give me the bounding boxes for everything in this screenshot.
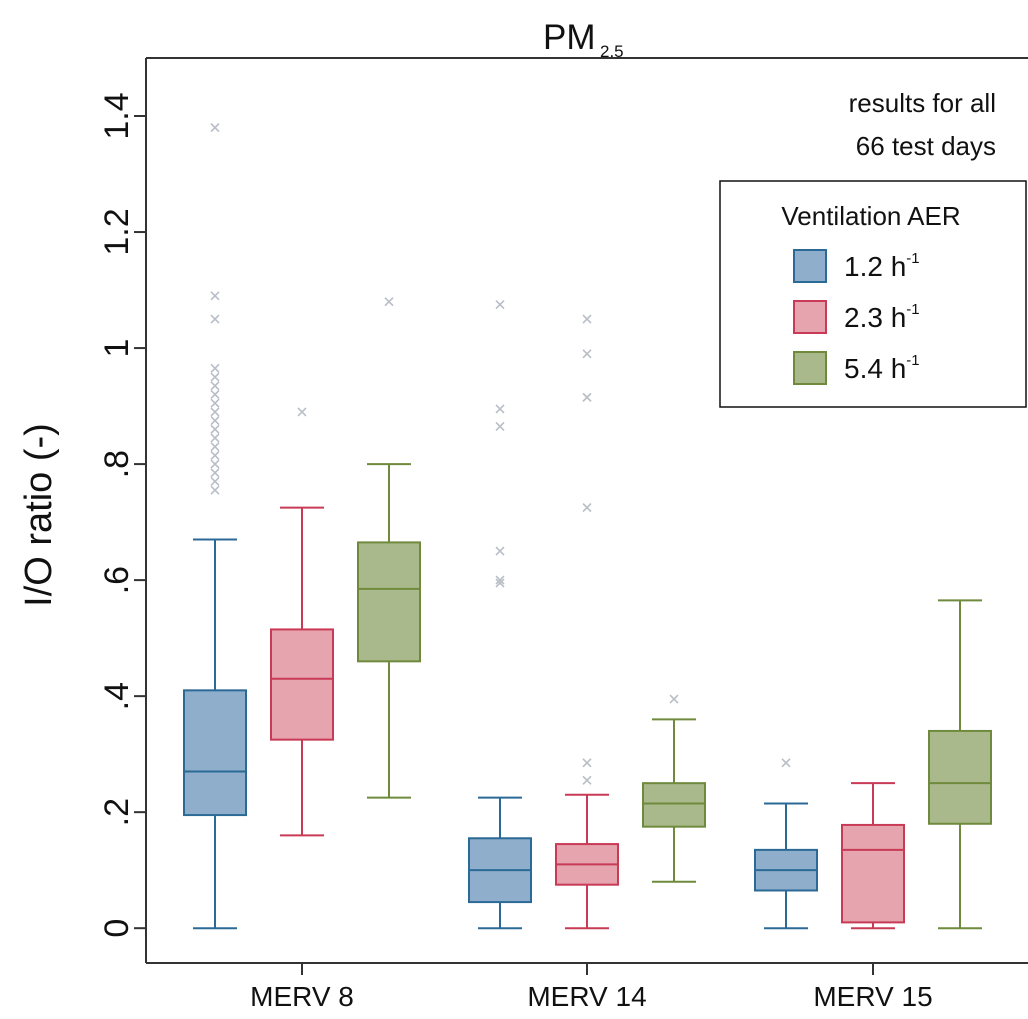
outlier-marker — [210, 459, 220, 469]
y-tick-label: 0 — [98, 919, 136, 938]
box-iqr — [928, 729, 992, 825]
outlier-marker — [582, 503, 592, 513]
chart-title-subscript: 2.5 — [600, 42, 624, 61]
box-2-3 — [841, 782, 905, 930]
legend-label-superscript: -1 — [906, 301, 919, 318]
outlier-marker — [582, 758, 592, 768]
legend-label-superscript: -1 — [906, 250, 919, 267]
outlier-marker — [210, 424, 220, 434]
legend-entry-2: 2.3 h-1 — [793, 300, 920, 334]
box-1-1 — [183, 123, 247, 930]
outlier-marker — [210, 485, 220, 495]
outlier-marker — [495, 546, 505, 556]
y-axis: 0 .2 .4 .6 .8 1 1.2 1.4 — [98, 92, 146, 938]
outlier-marker — [210, 291, 220, 301]
legend-label-superscript: -1 — [906, 352, 919, 369]
x-tick-label: MERV 15 — [813, 981, 932, 1012]
y-tick-label: .6 — [98, 566, 136, 594]
outlier-marker — [210, 314, 220, 324]
outlier-marker — [210, 398, 220, 408]
outlier-marker — [582, 349, 592, 359]
outlier-marker — [210, 416, 220, 426]
y-tick-label: 1.4 — [98, 92, 136, 139]
y-tick-label: .4 — [98, 682, 136, 710]
box-plots — [183, 123, 992, 930]
chart-title: PM — [543, 18, 596, 57]
outlier-marker — [210, 433, 220, 443]
box-3-2 — [642, 694, 706, 883]
legend-entries: 1.2 h-1 2.3 h-1 5.4 h-1 — [793, 249, 920, 385]
outlier-marker — [210, 476, 220, 487]
outlier-marker — [582, 314, 592, 324]
box-iqr — [183, 689, 247, 817]
annotation-line-1: results for all — [849, 88, 996, 118]
outlier-marker — [495, 404, 505, 414]
box-3-1 — [357, 297, 421, 799]
x-tick-label: MERV 8 — [250, 981, 354, 1012]
box-iqr — [270, 628, 334, 741]
legend: Ventilation AER 1.2 h-1 2.3 h-1 5.4 h-1 — [719, 180, 1027, 408]
legend-title: Ventilation AER — [781, 201, 960, 231]
outlier-marker — [669, 694, 679, 704]
legend-entry-3: 5.4 h-1 — [793, 351, 920, 385]
box-iqr — [357, 541, 421, 663]
outlier-marker — [210, 389, 220, 400]
outlier-marker — [495, 575, 505, 585]
box-2-2 — [555, 314, 619, 930]
outlier-marker — [384, 297, 394, 307]
outlier-marker — [582, 392, 592, 402]
y-tick-label: 1.2 — [98, 208, 136, 255]
y-tick-label: .2 — [98, 798, 136, 826]
outlier-marker — [210, 363, 220, 373]
legend-swatch — [793, 351, 827, 385]
box-1-2 — [468, 299, 532, 930]
outlier-marker — [781, 758, 791, 768]
outlier-marker — [582, 775, 592, 785]
outlier-marker — [210, 450, 220, 460]
y-tick-label: 1 — [98, 339, 136, 358]
legend-frame — [719, 180, 1027, 408]
outlier-marker — [210, 468, 220, 478]
outlier-marker — [495, 299, 505, 310]
box-iqr — [642, 782, 706, 828]
y-axis-label: I/O ratio (-) — [18, 423, 60, 607]
legend-entry-1: 1.2 h-1 — [793, 249, 920, 283]
box-3-3 — [928, 599, 992, 930]
outlier-marker — [210, 442, 220, 452]
outlier-marker — [210, 381, 220, 391]
legend-swatch — [793, 249, 827, 283]
x-tick-label: MERV 14 — [527, 981, 646, 1012]
box-1-3 — [754, 758, 818, 930]
outlier-marker — [210, 372, 220, 382]
annotation-line-2: 66 test days — [856, 131, 996, 161]
outlier-marker — [210, 123, 220, 133]
box-iqr — [841, 823, 905, 924]
outlier-marker — [495, 578, 505, 588]
y-tick-label: .8 — [98, 450, 136, 478]
box-2-1 — [270, 407, 334, 837]
outlier-marker — [495, 421, 505, 431]
x-axis: MERV 8 MERV 14 MERV 15 — [250, 963, 933, 1012]
legend-swatch — [793, 300, 827, 334]
outlier-marker — [297, 407, 307, 417]
outlier-marker — [210, 407, 220, 417]
